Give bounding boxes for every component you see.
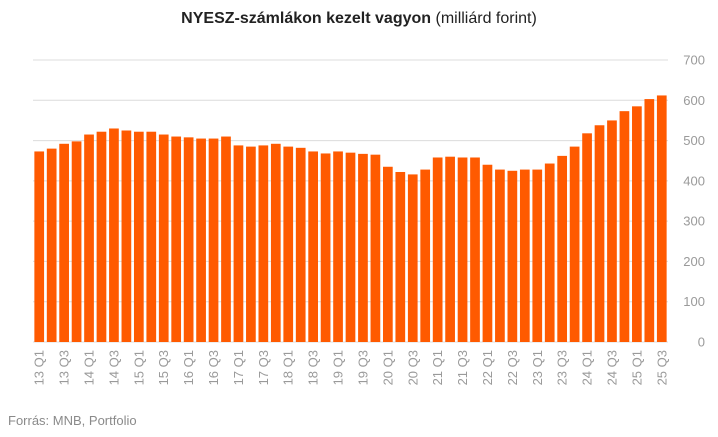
x-tick-label: 18 Q3	[306, 350, 321, 385]
bar-23-q4	[569, 146, 580, 342]
bar-18-q2	[295, 147, 306, 342]
bar-16-q4	[221, 136, 231, 342]
bar-17-q3	[258, 145, 269, 342]
y-axis-ticks: 0 100 200 300 400 500 600 700	[683, 53, 705, 350]
y-tick-label: 600	[683, 93, 705, 108]
bar-22-q3	[507, 170, 518, 342]
chart-title: NYESZ-számlákon kezelt vagyon (milliárd …	[0, 9, 718, 29]
x-tick-label: 21 Q1	[430, 350, 445, 385]
bar-21-q1	[432, 157, 443, 342]
bar-13-q4	[71, 141, 82, 342]
x-tick-label: 14 Q1	[82, 350, 97, 385]
bar-16-q2	[196, 138, 206, 342]
y-tick-label: 0	[698, 335, 705, 350]
bar-23-q2	[544, 163, 555, 342]
bar-23-q3	[557, 155, 568, 342]
x-tick-label: 22 Q3	[505, 350, 520, 385]
bar-24-q4	[619, 111, 630, 342]
bar-19-q1	[333, 151, 343, 342]
bar-13-q3	[59, 143, 69, 342]
bar-15-q3	[158, 134, 169, 342]
y-tick-label: 500	[683, 133, 705, 148]
bar-17-q4	[270, 143, 281, 342]
x-tick-label: 14 Q3	[106, 350, 121, 385]
x-tick-label: 19 Q3	[355, 350, 370, 385]
bar-17-q1	[233, 145, 244, 342]
x-tick-label: 19 Q1	[331, 350, 346, 385]
y-tick-label: 200	[683, 254, 705, 269]
x-tick-label: 21 Q3	[455, 350, 470, 385]
x-tick-label: 13 Q1	[32, 350, 47, 385]
bar-24-q2	[594, 125, 605, 342]
x-axis-ticks: 13 Q1 13 Q3 14 Q1 14 Q3 15 Q1 15 Q3 16 Q1 16 Q3…	[32, 350, 670, 385]
x-tick-label: 22 Q1	[480, 350, 495, 385]
chart-title-main: NYESZ-számlákon kezelt vagyon	[181, 10, 432, 27]
bar-20-q1	[383, 166, 393, 342]
bar-18-q1	[283, 146, 294, 342]
y-tick-label: 400	[683, 173, 705, 188]
bar-21-q2	[445, 156, 455, 342]
bar-25-q1	[632, 106, 642, 342]
x-tick-label: 24 Q1	[580, 350, 595, 385]
bar-14-q2	[96, 131, 107, 342]
chart-source: Forrás: MNB, Portfolio	[8, 413, 137, 428]
x-tick-label: 24 Q3	[604, 350, 619, 385]
bar-17-q2	[246, 146, 256, 342]
y-tick-label: 300	[683, 214, 705, 229]
x-tick-label: 15 Q1	[131, 350, 146, 385]
bar-15-q4	[171, 136, 182, 342]
bar-20-q3	[407, 174, 418, 342]
bar-18-q3	[308, 151, 318, 342]
x-tick-label: 23 Q3	[555, 350, 570, 385]
x-tick-label: 18 Q1	[281, 350, 296, 385]
bar-22-q2	[495, 169, 505, 342]
bar-20-q2	[395, 171, 406, 342]
y-tick-label: 100	[683, 294, 705, 309]
bar-13-q2	[46, 148, 57, 342]
bar-23-q1	[532, 169, 543, 342]
x-tick-label: 20 Q1	[380, 350, 395, 385]
bars	[34, 95, 667, 343]
bar-20-q4	[420, 169, 431, 342]
bar-19-q2	[345, 152, 356, 342]
bar-21-q3	[457, 157, 468, 342]
x-tick-label: 17 Q3	[256, 350, 271, 385]
bar-15-q1	[133, 131, 144, 342]
x-tick-label: 25 Q3	[654, 350, 669, 385]
bar-22-q1	[482, 164, 493, 342]
x-tick-label: 17 Q1	[231, 350, 246, 385]
bar-19-q4	[370, 154, 381, 342]
x-tick-label: 15 Q3	[156, 350, 171, 385]
bar-25-q2	[644, 99, 655, 342]
x-tick-label: 16 Q1	[181, 350, 196, 385]
x-tick-label: 16 Q3	[206, 350, 221, 385]
bar-18-q4	[320, 153, 331, 342]
x-tick-label: 23 Q1	[530, 350, 545, 385]
bar-14-q1	[84, 134, 94, 342]
bar-16-q1	[183, 137, 194, 342]
x-tick-label: 20 Q3	[405, 350, 420, 385]
bar-24-q3	[607, 120, 617, 343]
bar-25-q3	[656, 95, 667, 342]
chart-subtitle: (milliárd forint)	[435, 10, 537, 27]
y-tick-label: 700	[683, 53, 705, 68]
bar-15-q2	[146, 131, 157, 342]
bar-24-q1	[582, 133, 592, 342]
bar-13-q1	[34, 151, 45, 342]
bar-19-q3	[358, 153, 368, 342]
bar-21-q4	[470, 157, 480, 342]
bar-14-q4	[121, 130, 132, 342]
bar-14-q3	[109, 128, 119, 342]
bar-22-q4	[519, 169, 530, 342]
x-tick-label: 13 Q3	[57, 350, 72, 385]
x-tick-label: 25 Q1	[629, 350, 644, 385]
bar-16-q3	[208, 138, 219, 342]
